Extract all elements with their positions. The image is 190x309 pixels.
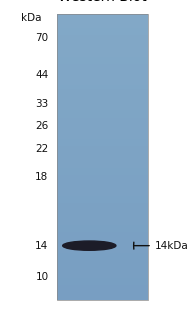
Bar: [57, 64, 148, 67]
Bar: [57, 281, 148, 286]
Bar: [57, 242, 148, 246]
Text: kDa: kDa: [21, 13, 42, 23]
Bar: [57, 107, 148, 110]
Bar: [57, 114, 148, 117]
Bar: [57, 239, 148, 243]
Text: 22: 22: [35, 144, 48, 154]
Bar: [57, 181, 148, 185]
Bar: [57, 210, 148, 214]
Bar: [57, 206, 148, 210]
Bar: [57, 46, 148, 50]
Bar: [57, 196, 148, 200]
Bar: [57, 110, 148, 114]
Bar: [57, 132, 148, 135]
Bar: [57, 235, 148, 239]
Bar: [57, 199, 148, 203]
Text: 26: 26: [35, 121, 48, 131]
Bar: [57, 35, 148, 39]
Bar: [57, 164, 148, 167]
Bar: [57, 278, 148, 282]
Text: 14kDa: 14kDa: [154, 241, 188, 251]
Bar: [57, 256, 148, 260]
Bar: [57, 139, 148, 142]
Bar: [57, 171, 148, 175]
Bar: [57, 135, 148, 139]
Bar: [57, 178, 148, 182]
Bar: [57, 157, 148, 160]
Text: 18: 18: [35, 172, 48, 182]
Bar: [57, 74, 148, 78]
Bar: [57, 249, 148, 253]
Bar: [57, 49, 148, 53]
Bar: [57, 292, 148, 296]
Bar: [57, 214, 148, 218]
Bar: [57, 24, 148, 28]
Bar: [57, 57, 148, 60]
Bar: [57, 71, 148, 75]
Bar: [57, 185, 148, 189]
Bar: [57, 67, 148, 71]
Bar: [57, 89, 148, 92]
Bar: [57, 271, 148, 275]
Bar: [57, 39, 148, 42]
Bar: [57, 17, 148, 21]
Bar: [57, 103, 148, 107]
Bar: [57, 160, 148, 164]
Bar: [57, 274, 148, 278]
Bar: [57, 224, 148, 228]
Bar: [57, 246, 148, 250]
Bar: [57, 231, 148, 235]
Bar: [57, 285, 148, 289]
Bar: [57, 260, 148, 264]
Bar: [57, 167, 148, 171]
Bar: [57, 142, 148, 146]
Bar: [57, 146, 148, 150]
Bar: [57, 92, 148, 96]
Bar: [57, 85, 148, 89]
Bar: [57, 267, 148, 271]
Bar: [57, 78, 148, 82]
Bar: [57, 53, 148, 57]
Bar: [57, 189, 148, 193]
Bar: [57, 264, 148, 268]
Bar: [57, 21, 148, 25]
Text: 44: 44: [35, 70, 48, 80]
Ellipse shape: [63, 241, 116, 250]
Bar: [57, 149, 148, 153]
Bar: [57, 128, 148, 132]
Bar: [57, 121, 148, 125]
Bar: [57, 153, 148, 157]
Bar: [57, 117, 148, 121]
Bar: [57, 228, 148, 232]
Bar: [57, 289, 148, 293]
Bar: [57, 60, 148, 64]
Bar: [57, 253, 148, 257]
Bar: [57, 203, 148, 207]
Bar: [57, 32, 148, 35]
Bar: [57, 296, 148, 300]
Bar: [57, 14, 148, 18]
Bar: [57, 82, 148, 85]
Bar: [57, 124, 148, 128]
Text: 70: 70: [35, 33, 48, 43]
Text: 33: 33: [35, 99, 48, 108]
Text: 10: 10: [35, 272, 48, 281]
Bar: [57, 221, 148, 225]
Text: 14: 14: [35, 241, 48, 251]
Bar: [57, 217, 148, 221]
Bar: [57, 42, 148, 46]
Text: Western Blot: Western Blot: [58, 0, 147, 4]
Bar: [57, 28, 148, 32]
Bar: [57, 96, 148, 99]
Bar: [57, 14, 148, 300]
Bar: [57, 192, 148, 196]
Bar: [57, 174, 148, 178]
Bar: [57, 99, 148, 103]
